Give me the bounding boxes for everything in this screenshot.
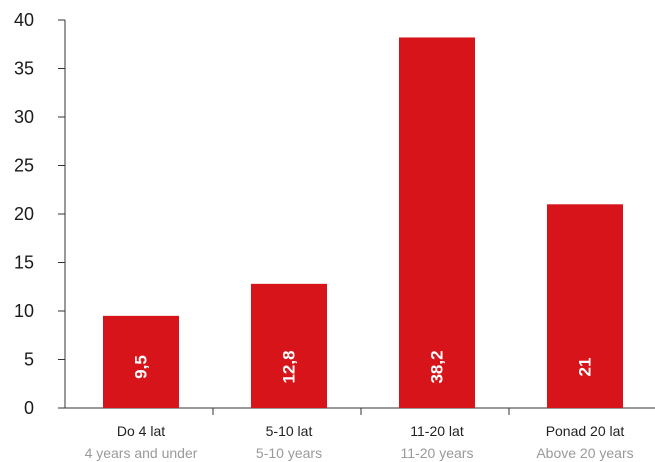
bar — [103, 315, 179, 408]
y-tick-label: 10 — [14, 301, 34, 321]
y-tick-label: 20 — [14, 204, 34, 224]
x-category-label-english: 5-10 years — [256, 445, 322, 461]
x-category-label: Do 4 lat — [117, 423, 165, 439]
y-tick-label: 5 — [24, 350, 34, 370]
bar-value-label: 21 — [576, 358, 595, 377]
x-category-label-english: 4 years and under — [85, 445, 198, 461]
bar — [251, 283, 327, 408]
bar — [547, 204, 623, 408]
labels: 9,5 Do 4 lat 4 years and under 12,8 5-10 lat… — [85, 350, 634, 461]
x-category-label: 5-10 lat — [266, 423, 313, 439]
y-tick-label: 40 — [14, 10, 34, 30]
bars — [103, 37, 623, 409]
bar-value-label: 38,2 — [428, 350, 447, 383]
y-tick-label: 15 — [14, 253, 34, 273]
y-tick-label: 0 — [24, 398, 34, 418]
y-tick-label: 25 — [14, 156, 34, 176]
x-category-label-english: 11-20 years — [401, 445, 474, 461]
x-category-label: Ponad 20 lat — [546, 423, 625, 439]
x-category-label: 11-20 lat — [410, 423, 464, 439]
bar-value-label: 12,8 — [280, 350, 299, 383]
x-category-label-english: Above 20 years — [536, 445, 633, 461]
y-tick-label: 35 — [14, 59, 34, 79]
bar — [399, 37, 475, 409]
y-tick-label: 30 — [14, 107, 34, 127]
bar-value-label: 9,5 — [132, 355, 151, 379]
